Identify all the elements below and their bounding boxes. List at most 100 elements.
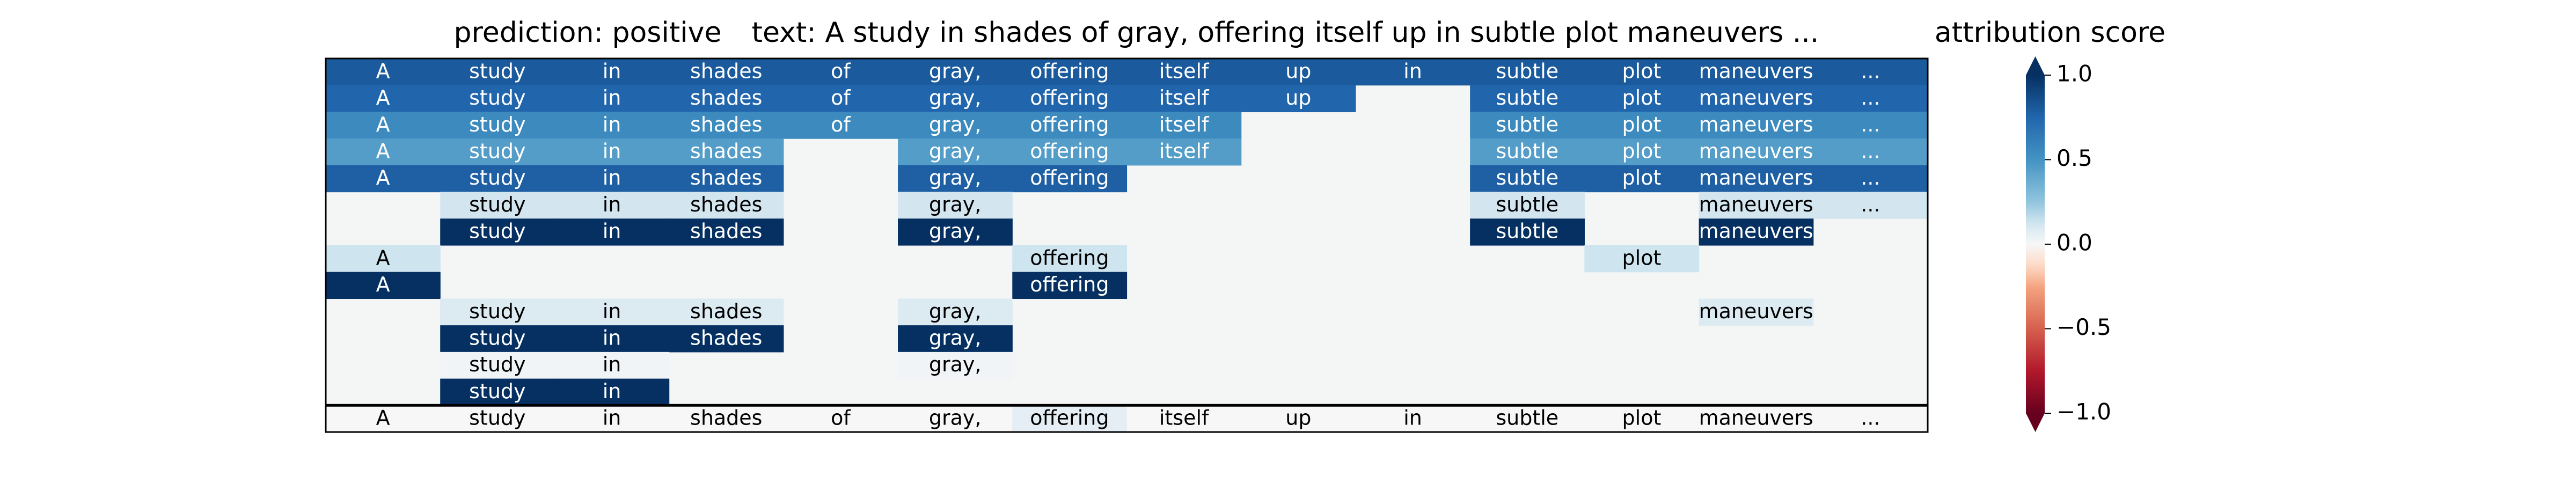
cell-label: gray,	[929, 353, 982, 376]
cell-label: ...	[1861, 166, 1880, 189]
cell-label: itself	[1159, 406, 1210, 430]
cell-label: in	[603, 299, 621, 323]
cell-label: maneuvers	[1699, 86, 1813, 109]
cell-label: ...	[1861, 406, 1880, 430]
heatmap-cell	[554, 218, 670, 246]
cell-label: maneuvers	[1699, 113, 1813, 136]
heatmap-cell	[440, 192, 555, 219]
cell-label: ...	[1861, 59, 1880, 83]
cell-label: A	[376, 59, 390, 83]
heatmap-cell	[898, 58, 1013, 86]
heatmap-cell	[326, 272, 441, 299]
cell-label: plot	[1622, 140, 1662, 163]
cell-label: in	[603, 219, 621, 243]
heatmap-cell	[669, 85, 784, 113]
cell-label: plot	[1622, 86, 1662, 109]
cell-label: up	[1285, 86, 1311, 109]
cell-label: study	[469, 166, 525, 189]
cell-label: gray,	[929, 219, 982, 243]
cell-label: shades	[690, 86, 762, 109]
heatmap-cell	[783, 85, 898, 113]
heatmap-cell	[1699, 192, 1814, 219]
heatmap-cell	[669, 192, 784, 219]
heatmap-cell	[1699, 58, 1814, 86]
cell-label: shades	[690, 113, 762, 136]
cell-label: gray,	[929, 326, 982, 350]
cell-label: plot	[1622, 166, 1662, 189]
heatmap-cell	[669, 112, 784, 139]
heatmap-cell	[898, 85, 1013, 113]
cell-label: in	[603, 140, 621, 163]
cell-label: offering	[1030, 59, 1109, 83]
heatmap-cell	[669, 138, 784, 166]
cell-label: shades	[690, 326, 762, 350]
cell-label: maneuvers	[1699, 406, 1813, 430]
heatmap-cell	[1470, 58, 1585, 86]
heatmap-cell	[440, 405, 555, 433]
cell-label: in	[603, 166, 621, 189]
cell-label: ...	[1861, 113, 1880, 136]
cell-label: gray,	[929, 166, 982, 189]
heatmap-cell	[440, 112, 555, 139]
input-text-label: text: A study in shades of gray, offerin…	[752, 17, 1819, 49]
cell-label: plot	[1622, 406, 1662, 430]
heatmap-cell	[1470, 112, 1585, 139]
heatmap-cell	[1012, 138, 1128, 166]
heatmap-cell	[1813, 85, 1928, 113]
heatmap-cell	[898, 112, 1013, 139]
cell-label: study	[469, 113, 525, 136]
heatmap-cell	[554, 58, 670, 86]
heatmap-cell	[1699, 112, 1814, 139]
heatmap-cell	[554, 352, 670, 379]
heatmap-cell	[898, 298, 1013, 326]
cell-label: offering	[1030, 406, 1109, 430]
cell-label: study	[469, 353, 525, 376]
cell-label: of	[831, 86, 851, 109]
cell-label: shades	[690, 166, 762, 189]
heatmap-cell	[898, 165, 1013, 193]
cell-label: study	[469, 406, 525, 430]
heatmap-cell	[669, 58, 784, 86]
cell-label: subtle	[1496, 166, 1558, 189]
cell-label: study	[469, 193, 525, 216]
heatmap-cell	[440, 298, 555, 326]
colorbar-extend-bottom	[2026, 413, 2045, 432]
heatmap-cell	[326, 138, 441, 166]
colorbar-extend-top	[2026, 56, 2045, 75]
heatmap-cell	[1470, 192, 1585, 219]
heatmap-cell	[1584, 138, 1700, 166]
heatmap-cell	[1699, 138, 1814, 166]
cell-label: in	[1403, 406, 1422, 430]
cell-label: subtle	[1496, 59, 1558, 83]
heatmap-cell	[440, 165, 555, 193]
heatmap-cell	[554, 112, 670, 139]
heatmap-cell	[1470, 165, 1585, 193]
heatmap-cell	[1012, 405, 1128, 433]
cell-label: plot	[1622, 59, 1662, 83]
heatmap-cell	[554, 378, 670, 406]
heatmap-cell	[1699, 85, 1814, 113]
heatmap-cell	[440, 352, 555, 379]
cell-label: gray,	[929, 406, 982, 430]
heatmap-cell	[898, 138, 1013, 166]
heatmap-cell	[1241, 58, 1356, 86]
heatmap-cell	[1355, 58, 1470, 86]
cell-label: subtle	[1496, 193, 1558, 216]
heatmap-cell	[1584, 112, 1700, 139]
cell-label: in	[603, 193, 621, 216]
cell-label: ...	[1861, 86, 1880, 109]
cell-label: in	[603, 86, 621, 109]
cell-label: study	[469, 86, 525, 109]
cell-label: shades	[690, 193, 762, 216]
cell-label: offering	[1030, 140, 1109, 163]
heatmap-cell	[1813, 192, 1928, 219]
heatmap-cell	[554, 165, 670, 193]
heatmap-cell	[440, 138, 555, 166]
heatmap-cell	[326, 165, 441, 193]
heatmap-cell	[1584, 85, 1700, 113]
heatmap-cell	[1012, 85, 1128, 113]
heatmap-cell	[326, 245, 441, 273]
cell-label: shades	[690, 140, 762, 163]
cell-label: maneuvers	[1699, 166, 1813, 189]
